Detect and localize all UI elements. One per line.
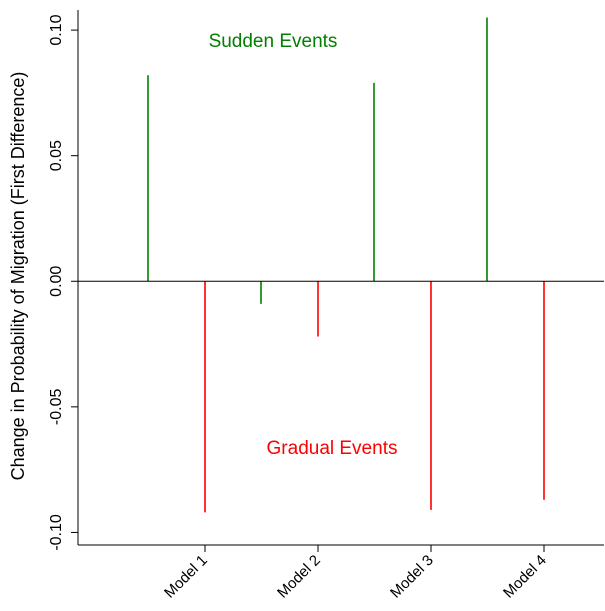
y-ticks: -0.10 -0.05 0.00 0.05 0.10 [48, 14, 78, 551]
gradual-events-annotation: Gradual Events [267, 438, 398, 459]
x-tick-label: Model 3 [387, 552, 437, 602]
x-tick-label: Model 2 [274, 552, 324, 602]
x-tick-label: Model 4 [500, 552, 550, 602]
x-ticks: Model 1 Model 2 Model 3 Model 4 [161, 545, 550, 602]
x-tick-label: Model 1 [161, 552, 211, 602]
y-tick-label: -0.10 [48, 514, 65, 551]
y-tick-label: 0.00 [48, 266, 65, 297]
y-tick-label: 0.05 [48, 140, 65, 171]
bars [147, 17, 545, 513]
y-tick-label: -0.05 [48, 389, 65, 426]
y-axis-label: Change in Probability of Migration (Firs… [8, 72, 28, 481]
sudden-events-annotation: Sudden Events [209, 31, 338, 52]
y-tick-label: 0.10 [48, 14, 65, 45]
